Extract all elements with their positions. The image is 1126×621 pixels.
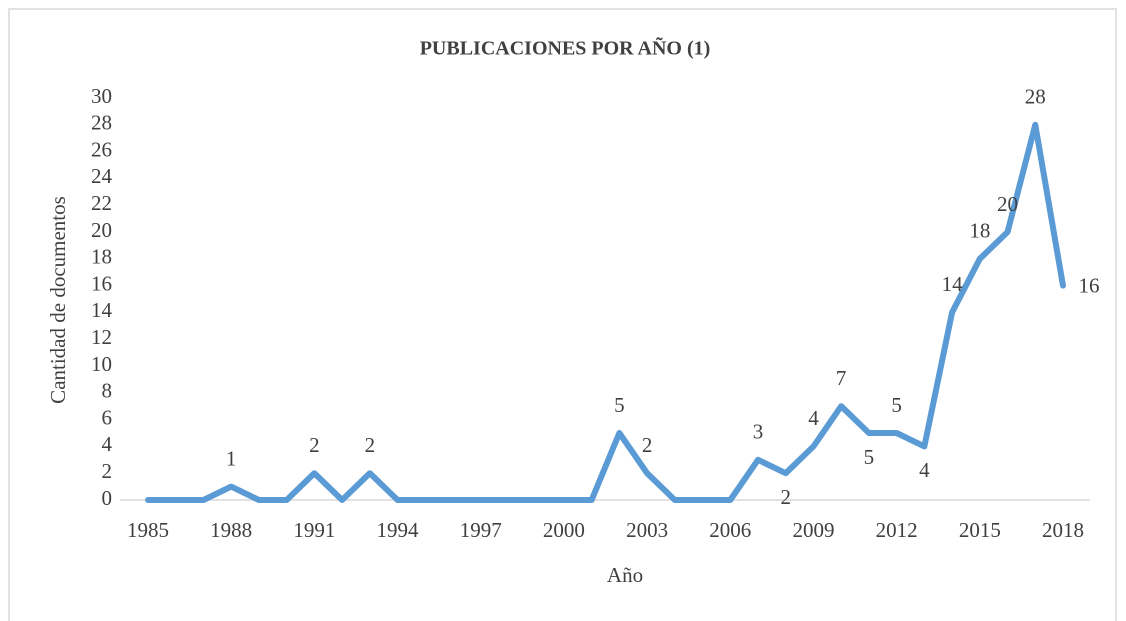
data-label: 14 (942, 272, 964, 296)
x-tick-label: 2018 (1042, 518, 1084, 542)
data-label: 1 (226, 446, 237, 470)
y-tick-label: 12 (91, 325, 112, 349)
data-label: 2 (309, 433, 320, 457)
x-tick-label: 2006 (709, 518, 751, 542)
data-label: 16 (1079, 273, 1100, 297)
x-tick-label: 1997 (460, 518, 502, 542)
data-label: 2 (642, 433, 653, 457)
y-tick-label: 20 (91, 218, 112, 242)
x-axis-label: Año (607, 563, 643, 587)
x-tick-label: 1985 (127, 518, 169, 542)
x-tick-label: 1988 (210, 518, 252, 542)
x-tick-label: 2009 (792, 518, 834, 542)
y-tick-label: 6 (102, 405, 113, 429)
data-label: 5 (891, 393, 902, 417)
data-label: 5 (864, 445, 875, 469)
chart-border (8, 8, 1117, 621)
y-tick-label: 2 (102, 459, 113, 483)
y-tick-label: 28 (91, 111, 112, 135)
y-axis-label: Cantidad de documentos (46, 196, 70, 404)
data-label: 5 (614, 393, 625, 417)
data-label: 3 (753, 420, 764, 444)
y-tick-label: 24 (91, 164, 113, 188)
data-label: 18 (969, 219, 990, 243)
x-tick-label: 2003 (626, 518, 668, 542)
y-tick-label: 8 (102, 379, 113, 403)
y-tick-label: 30 (91, 84, 112, 108)
x-tick-label: 1994 (377, 518, 420, 542)
x-tick-label: 2000 (543, 518, 585, 542)
y-tick-label: 4 (102, 432, 113, 456)
y-tick-label: 10 (91, 352, 112, 376)
line-series (145, 121, 1066, 503)
data-label: 20 (997, 192, 1018, 216)
y-tick-label: 18 (91, 245, 112, 269)
y-tick-label: 16 (91, 271, 112, 295)
data-label: 7 (836, 366, 847, 390)
data-label: 4 (808, 406, 819, 430)
y-tick-label: 14 (91, 298, 113, 322)
chart-title: PUBLICACIONES POR AÑO (1) (420, 37, 711, 60)
y-tick-label: 0 (102, 486, 113, 510)
x-tick-label: 2012 (876, 518, 918, 542)
data-label: 28 (1025, 85, 1046, 109)
data-label: 2 (365, 433, 376, 457)
y-tick-label: 22 (91, 191, 112, 215)
x-tick-label: 2015 (959, 518, 1001, 542)
y-tick-label: 26 (91, 137, 112, 161)
data-label: 2 (780, 485, 791, 509)
x-tick-label: 1991 (293, 518, 335, 542)
data-label: 4 (919, 458, 930, 482)
